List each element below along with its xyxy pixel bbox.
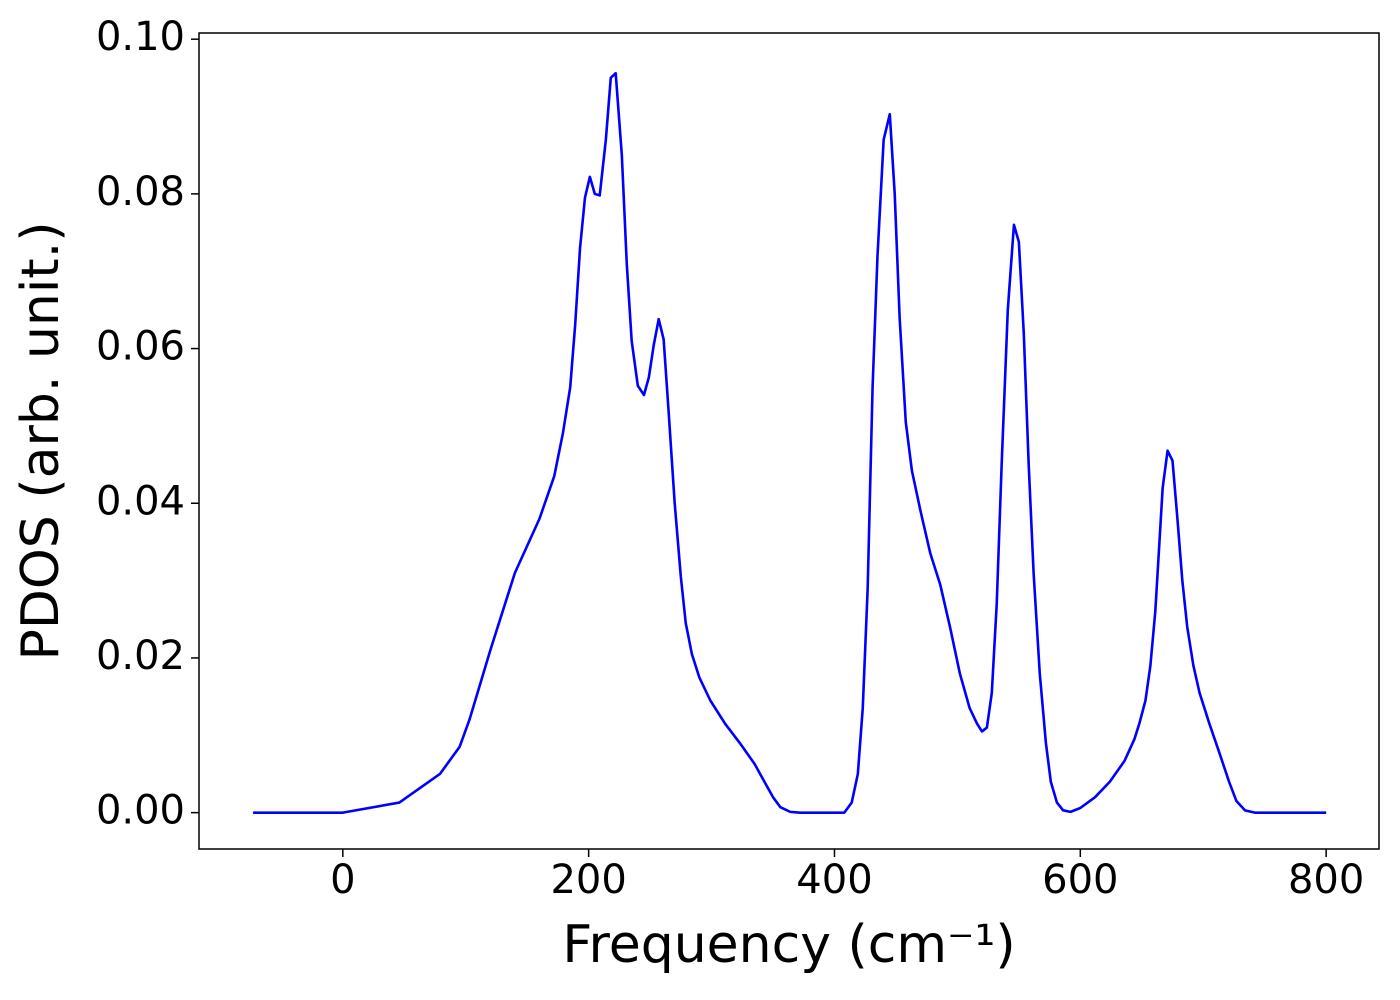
y-axis-label: PDOS (arb. unit.)	[11, 221, 71, 660]
y-tick-label: 0.06	[96, 324, 185, 370]
x-tick-label: 0	[330, 857, 355, 903]
x-tick-label: 400	[796, 857, 872, 903]
data-line	[253, 71, 1327, 814]
x-tick-label: 800	[1288, 857, 1364, 903]
y-tick-label: 0.08	[96, 169, 185, 215]
x-axis-label: Frequency (cm⁻¹)	[562, 915, 1015, 975]
y-tick-label: 0.10	[96, 14, 185, 60]
y-tick-label: 0.02	[96, 633, 185, 679]
plot-frame	[198, 32, 1380, 850]
y-tick-label: 0.04	[96, 478, 185, 524]
x-tick-label: 200	[550, 857, 626, 903]
x-tick-label: 600	[1042, 857, 1118, 903]
y-tick-label: 0.00	[96, 788, 185, 834]
